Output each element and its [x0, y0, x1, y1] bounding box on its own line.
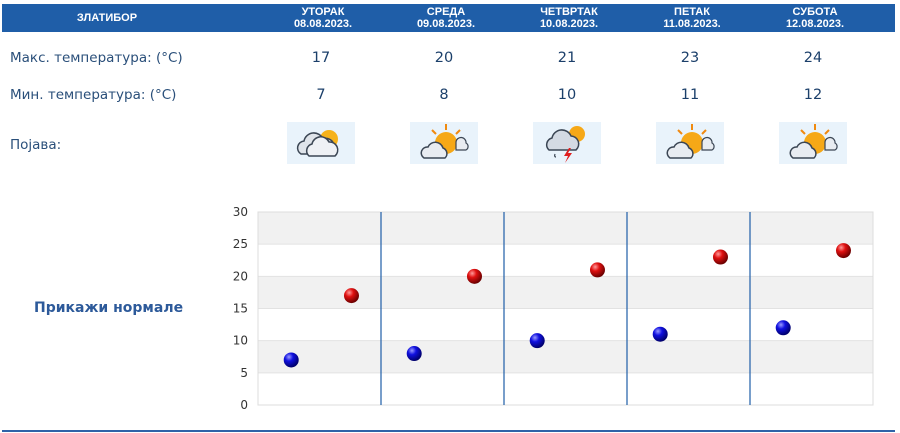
max-temp-value: 21 [557, 50, 577, 66]
day-date: 09.08.2023. [416, 18, 476, 30]
day-name: ЧЕТВРТАК [540, 6, 598, 18]
day-date: 08.08.2023. [293, 18, 353, 30]
min-temp-point [529, 333, 545, 349]
max-temp-point [466, 268, 482, 284]
y-tick-label: 15 [233, 302, 248, 316]
day-header: СУБОТА 12.08.2023. [757, 4, 873, 32]
day-header: ПЕТАК 11.08.2023. [634, 4, 750, 32]
min-temp-point [406, 346, 422, 362]
day-name: СУБОТА [792, 6, 838, 18]
max-temp-value: 23 [680, 50, 700, 66]
partly-sunny-icon [779, 122, 847, 164]
max-temp-value: 24 [803, 50, 823, 66]
max-temp-label: Макс. температура: (°C) [10, 50, 183, 66]
partly-sunny-icon [656, 122, 724, 164]
min-temp-value: 10 [557, 87, 577, 103]
y-tick-label: 30 [233, 205, 248, 219]
day-header: СРЕДА 09.08.2023. [388, 4, 504, 32]
y-tick-label: 10 [233, 334, 248, 348]
grid-band [258, 276, 873, 309]
day-header: ЧЕТВРТАК 10.08.2023. [511, 4, 627, 32]
min-temp-value: 12 [803, 87, 823, 103]
min-temp-point [283, 352, 299, 368]
phenomenon-label: Појава: [10, 137, 62, 153]
partly-sunny-icon [410, 122, 478, 164]
day-name: ПЕТАК [674, 6, 710, 18]
min-temp-point [775, 320, 791, 336]
day-date: 11.08.2023. [663, 18, 721, 30]
min-temp-point [652, 326, 668, 342]
min-temp-value: 11 [680, 87, 700, 103]
forecast-header: ЗЛАТИБОР УТОРАК 08.08.2023. СРЕДА 09.08.… [2, 4, 895, 32]
grid-band [258, 372, 873, 405]
min-temp-value: 8 [439, 87, 449, 103]
grid-band [258, 308, 873, 341]
partly-cloudy-icon [287, 122, 355, 164]
grid-band [258, 340, 873, 373]
max-temp-point [343, 288, 359, 304]
max-temp-point [712, 249, 728, 265]
max-temp-value: 17 [311, 50, 331, 66]
grid-band [258, 212, 873, 245]
y-tick-label: 20 [233, 269, 248, 283]
day-name: СРЕДА [426, 6, 466, 18]
y-tick-label: 5 [240, 366, 248, 380]
max-temp-value: 20 [434, 50, 454, 66]
grid-band [258, 244, 873, 277]
max-temp-point [589, 262, 605, 278]
plot-border [257, 211, 874, 406]
day-name: УТОРАК [301, 6, 345, 18]
bottom-divider [2, 430, 895, 432]
day-header: УТОРАК 08.08.2023. [265, 4, 381, 32]
show-normals-link[interactable]: Прикажи нормале [34, 300, 184, 316]
thunderstorm-icon [533, 122, 601, 164]
day-date: 10.08.2023. [539, 18, 599, 30]
temperature-chart: 0 5 10 15 20 25 30 [233, 205, 874, 412]
y-tick-label: 0 [240, 398, 248, 412]
day-date: 12.08.2023. [785, 18, 845, 30]
min-temp-label: Мин. температура: (°C) [10, 87, 177, 103]
y-tick-label: 25 [233, 237, 248, 251]
min-temp-value: 7 [316, 87, 326, 103]
max-temp-point [835, 243, 851, 259]
location-name: ЗЛАТИБОР [76, 12, 138, 24]
